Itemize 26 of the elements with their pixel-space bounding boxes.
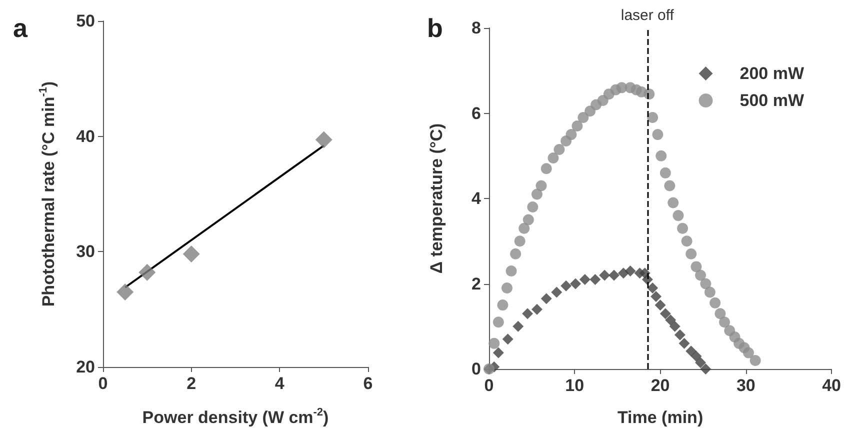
x-axis-title: Time (min) (617, 408, 704, 427)
y-tick-label: 4 (472, 189, 482, 208)
y-axis-title: Photothermal rate (°C min-1) (38, 81, 58, 307)
x-tick-label: 4 (274, 374, 285, 393)
chart-title: b (427, 13, 443, 43)
x-tick-label: 6 (363, 374, 373, 393)
ref-line-label: laser off (620, 7, 675, 24)
x-tick-label: 0 (98, 374, 108, 393)
legend-label: 200 mW (740, 64, 805, 83)
y-tick-label: 6 (472, 104, 481, 123)
y-axis-title: Δ temperature (°C) (427, 123, 446, 274)
y-tick-label: 30 (76, 242, 95, 262)
x-tick-label: 30 (736, 376, 756, 395)
y-tick-label: 2 (472, 274, 481, 294)
y-tick-label: 20 (76, 358, 95, 376)
y-tick-label: 50 (76, 12, 95, 30)
legend-label: 500 mW (740, 91, 805, 110)
y-tick-label: 0 (472, 360, 481, 378)
x-tick-label: 0 (484, 376, 494, 395)
x-tick-label: 2 (186, 374, 196, 393)
chart-title: a (13, 13, 28, 43)
x-tick-label: 40 (822, 376, 842, 395)
x-tick-label: 10 (565, 376, 584, 395)
y-tick-label: 8 (472, 18, 481, 38)
y-tick-label: 40 (76, 126, 95, 146)
x-tick-label: 20 (650, 376, 670, 395)
